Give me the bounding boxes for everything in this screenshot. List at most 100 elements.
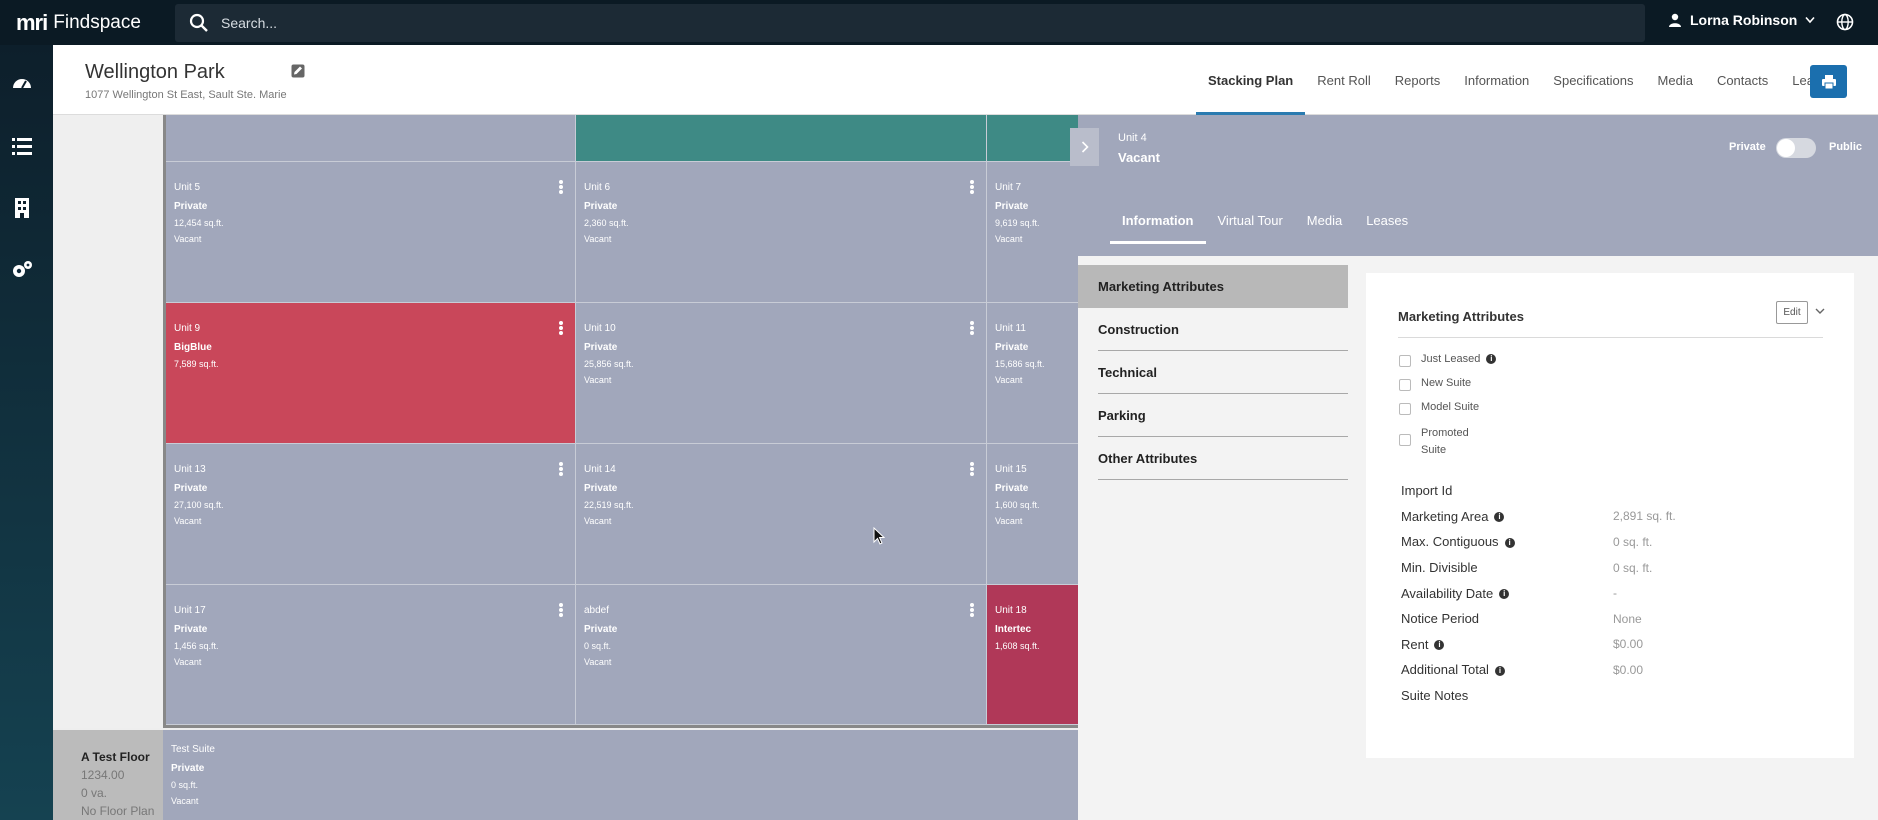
globe-icon[interactable] bbox=[1836, 13, 1854, 31]
unit-status: Vacant bbox=[174, 657, 202, 667]
info-icon[interactable]: i bbox=[1499, 589, 1510, 600]
visibility-toggle[interactable] bbox=[1776, 138, 1816, 158]
building-icon[interactable] bbox=[11, 197, 33, 219]
category-marketing-attributes[interactable]: Marketing Attributes bbox=[1078, 265, 1348, 308]
tab-media[interactable]: Media bbox=[1657, 72, 1693, 88]
info-icon[interactable]: i bbox=[1494, 512, 1505, 523]
tab-information[interactable]: Information bbox=[1464, 72, 1530, 88]
tab-rent-roll[interactable]: Rent Roll bbox=[1317, 72, 1371, 88]
more-options-icon[interactable] bbox=[559, 462, 563, 476]
more-options-icon[interactable] bbox=[970, 603, 974, 617]
tab-contacts[interactable]: Contacts bbox=[1716, 72, 1769, 88]
more-options-icon[interactable] bbox=[559, 180, 563, 194]
checkbox[interactable] bbox=[1399, 434, 1411, 446]
info-icon[interactable]: i bbox=[1504, 538, 1515, 549]
tab-reports[interactable]: Reports bbox=[1394, 72, 1441, 88]
floor-plan-status: No Floor Plan bbox=[81, 804, 155, 818]
unit-cell[interactable]: Unit 18 Intertec 1,608 sq.ft. bbox=[987, 585, 1081, 725]
edit-button[interactable]: Edit bbox=[1776, 301, 1808, 324]
unit-cell[interactable] bbox=[166, 115, 576, 162]
unit-number: Unit 10 bbox=[584, 323, 616, 334]
unit-tenant: Private bbox=[584, 624, 618, 635]
unit-tenant: Private bbox=[174, 483, 208, 494]
category-other-attributes[interactable]: Other Attributes bbox=[1098, 437, 1348, 480]
attribute-categories: Marketing Attributes Construction Techni… bbox=[1078, 265, 1348, 480]
unit-cell[interactable]: Unit 10 Private 25,856 sq.ft. Vacant bbox=[576, 303, 987, 444]
unit-cell[interactable]: Unit 17 Private 1,456 sq.ft. Vacant bbox=[166, 585, 576, 725]
unit-number: Unit 5 bbox=[174, 182, 201, 193]
property-key: Min. Divisible bbox=[1401, 560, 1478, 576]
tab-media[interactable]: Media bbox=[1306, 212, 1343, 228]
search-icon bbox=[189, 13, 208, 32]
checkbox-just-leased[interactable]: Just Leased i bbox=[1399, 353, 1497, 367]
category-parking[interactable]: Parking bbox=[1098, 394, 1348, 437]
info-icon[interactable]: i bbox=[1494, 666, 1505, 677]
unit-size: 1,608 sq.ft. bbox=[995, 641, 1040, 651]
info-icon[interactable]: i bbox=[1486, 354, 1497, 365]
more-options-icon[interactable] bbox=[970, 321, 974, 335]
unit-number: Unit 6 bbox=[584, 182, 611, 193]
unit-tenant: Private bbox=[995, 342, 1029, 353]
user-menu[interactable]: Lorna Robinson bbox=[1668, 12, 1815, 28]
unit-cell[interactable] bbox=[576, 115, 987, 162]
checkbox-new-suite[interactable]: New Suite bbox=[1399, 377, 1496, 391]
checkbox[interactable] bbox=[1399, 403, 1411, 415]
unit-tenant: Intertec bbox=[995, 624, 1032, 635]
property-row: Import Id bbox=[1401, 478, 1821, 504]
stacking-plan: Unit 5 Private 12,454 sq.ft. Vacant Unit… bbox=[53, 115, 1081, 820]
unit-tenant: Private bbox=[995, 201, 1029, 212]
property-key: Marketing Area bbox=[1401, 508, 1489, 524]
dashboard-icon[interactable] bbox=[11, 73, 33, 95]
checkbox-promoted-suite[interactable]: Promoted Suite bbox=[1399, 425, 1496, 459]
print-button[interactable] bbox=[1810, 65, 1847, 98]
floor-label[interactable]: A Test Floor 1234.00 0 va. No Floor Plan bbox=[53, 730, 163, 820]
tab-stacking-plan[interactable]: Stacking Plan bbox=[1196, 45, 1306, 115]
checkbox[interactable] bbox=[1399, 379, 1411, 391]
unit-status: Vacant bbox=[171, 796, 199, 806]
property-row: Notice Period None bbox=[1401, 606, 1821, 632]
unit-cell[interactable]: Unit 9 BigBlue 7,589 sq.ft. bbox=[166, 303, 576, 444]
search-input[interactable]: Search... bbox=[221, 15, 278, 31]
unit-cell[interactable]: Unit 15 Private 1,600 sq.ft. Vacant bbox=[987, 444, 1081, 585]
unit-number: Unit 7 bbox=[995, 182, 1022, 193]
app-logo[interactable]: mri Findspace bbox=[16, 10, 141, 36]
search-bar[interactable]: Search... bbox=[175, 4, 1645, 42]
unit-cell[interactable]: Test Suite Private 0 sq.ft. Vacant bbox=[163, 730, 1078, 820]
tab-virtual-tour[interactable]: Virtual Tour bbox=[1217, 212, 1283, 228]
unit-cell[interactable]: Unit 5 Private 12,454 sq.ft. Vacant bbox=[166, 162, 576, 303]
checkbox-label: New Suite bbox=[1421, 377, 1472, 389]
unit-cell[interactable]: Unit 7 Private 9,619 sq.ft. Vacant bbox=[987, 162, 1081, 303]
unit-cell[interactable] bbox=[987, 115, 1081, 162]
unit-cell[interactable]: Unit 11 Private 15,686 sq.ft. Vacant bbox=[987, 303, 1081, 444]
more-options-icon[interactable] bbox=[970, 180, 974, 194]
tab-specifications[interactable]: Specifications bbox=[1553, 72, 1634, 88]
checkbox[interactable] bbox=[1399, 355, 1411, 367]
unit-cell[interactable]: abdef Private 0 sq.ft. Vacant bbox=[576, 585, 987, 725]
chevron-down-icon[interactable] bbox=[1815, 306, 1825, 316]
more-options-icon[interactable] bbox=[559, 603, 563, 617]
unit-number: abdef bbox=[584, 605, 610, 616]
tab-leases[interactable]: Leases bbox=[1366, 212, 1409, 228]
property-key: Import Id bbox=[1401, 483, 1453, 499]
property-value: $0.00 bbox=[1613, 662, 1644, 677]
chevron-down-icon bbox=[1805, 16, 1815, 24]
category-construction[interactable]: Construction bbox=[1098, 308, 1348, 351]
list-icon[interactable] bbox=[11, 135, 33, 157]
more-options-icon[interactable] bbox=[970, 462, 974, 476]
unit-tenant: Private bbox=[174, 624, 208, 635]
tab-information[interactable]: Information bbox=[1110, 200, 1206, 244]
unit-cell[interactable]: Unit 14 Private 22,519 sq.ft. Vacant bbox=[576, 444, 987, 585]
floor-name: A Test Floor bbox=[81, 750, 150, 764]
settings-icon[interactable] bbox=[11, 259, 33, 281]
category-technical[interactable]: Technical bbox=[1098, 351, 1348, 394]
collapse-panel-button[interactable] bbox=[1070, 128, 1099, 166]
edit-icon[interactable] bbox=[291, 64, 305, 78]
detail-tabs: Information Virtual Tour Media Leases bbox=[1110, 200, 1420, 244]
unit-cell[interactable]: Unit 6 Private 2,360 sq.ft. Vacant bbox=[576, 162, 987, 303]
unit-cell[interactable]: Unit 13 Private 27,100 sq.ft. Vacant bbox=[166, 444, 576, 585]
checkbox-model-suite[interactable]: Model Suite bbox=[1399, 401, 1496, 415]
info-icon[interactable]: i bbox=[1434, 640, 1445, 651]
property-title: Wellington Park bbox=[85, 61, 225, 83]
more-options-icon[interactable] bbox=[559, 321, 563, 335]
checkbox-label: Just Leased bbox=[1421, 353, 1481, 365]
